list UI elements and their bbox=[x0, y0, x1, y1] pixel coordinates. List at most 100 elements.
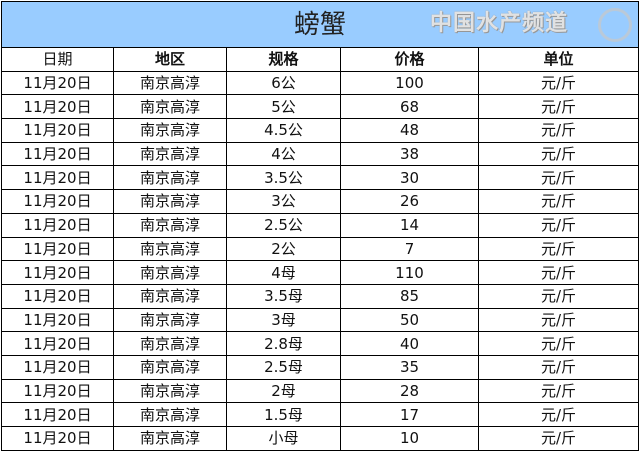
header-region: 地区 bbox=[113, 47, 227, 72]
table-row: 11月20日 南京高淳 3.5公 30 元/斤 bbox=[1, 165, 639, 191]
header-row: 日期 地区 规格 价格 单位 bbox=[1, 47, 639, 72]
cell-region: 南京高淳 bbox=[113, 283, 227, 309]
table-row: 11月20日 南京高淳 4母 110 元/斤 bbox=[1, 260, 639, 285]
cell-date: 11月20日 bbox=[1, 283, 114, 309]
cell-price: 26 bbox=[340, 189, 479, 214]
table-row: 11月20日 南京高淳 4.5公 48 元/斤 bbox=[1, 118, 639, 143]
table-row: 11月20日 南京高淳 2.8母 40 元/斤 bbox=[1, 331, 639, 356]
cell-unit: 元/斤 bbox=[477, 165, 639, 191]
cell-spec: 2.5母 bbox=[226, 354, 341, 380]
cell-region: 南京高淳 bbox=[113, 94, 227, 120]
cell-region: 南京高淳 bbox=[113, 354, 227, 380]
cell-price: 68 bbox=[340, 94, 479, 120]
cell-region: 南京高淳 bbox=[113, 402, 227, 427]
cell-region: 南京高淳 bbox=[113, 118, 227, 143]
cell-spec: 小母 bbox=[226, 426, 341, 451]
table-row: 11月20日 南京高淳 3.5母 85 元/斤 bbox=[1, 283, 639, 309]
cell-unit: 元/斤 bbox=[477, 94, 639, 120]
cell-date: 11月20日 bbox=[1, 402, 114, 427]
cell-date: 11月20日 bbox=[1, 212, 114, 238]
cell-unit: 元/斤 bbox=[477, 426, 639, 451]
header-date: 日期 bbox=[1, 47, 114, 72]
table-row: 11月20日 南京高淳 2公 7 元/斤 bbox=[1, 236, 639, 262]
cell-price: 85 bbox=[340, 283, 479, 309]
cell-price: 35 bbox=[340, 354, 479, 380]
cell-date: 11月20日 bbox=[1, 331, 114, 356]
cell-region: 南京高淳 bbox=[113, 165, 227, 191]
cell-spec: 4母 bbox=[226, 260, 341, 285]
cell-spec: 2.5公 bbox=[226, 212, 341, 238]
cell-price: 40 bbox=[340, 331, 479, 356]
cell-spec: 2公 bbox=[226, 236, 341, 262]
title-row: 螃蟹 bbox=[0, 1, 639, 48]
header-unit: 单位 bbox=[477, 47, 639, 72]
cell-price: 30 bbox=[340, 165, 479, 191]
cell-unit: 元/斤 bbox=[477, 189, 639, 214]
cell-unit: 元/斤 bbox=[477, 118, 639, 143]
cell-spec: 4.5公 bbox=[226, 118, 341, 143]
cell-price: 110 bbox=[340, 260, 479, 285]
table-row: 11月20日 南京高淳 小母 10 元/斤 bbox=[1, 426, 639, 451]
cell-price: 50 bbox=[340, 307, 479, 333]
table-row: 11月20日 南京高淳 5公 68 元/斤 bbox=[1, 94, 639, 120]
table-row: 11月20日 南京高淳 2母 28 元/斤 bbox=[1, 378, 639, 404]
cell-price: 38 bbox=[340, 141, 479, 167]
table-row: 11月20日 南京高淳 1.5母 17 元/斤 bbox=[1, 402, 639, 427]
cell-spec: 2母 bbox=[226, 378, 341, 404]
cell-unit: 元/斤 bbox=[477, 378, 639, 404]
cell-unit: 元/斤 bbox=[477, 331, 639, 356]
cell-date: 11月20日 bbox=[1, 426, 114, 451]
cell-region: 南京高淳 bbox=[113, 378, 227, 404]
cell-date: 11月20日 bbox=[1, 165, 114, 191]
cell-date: 11月20日 bbox=[1, 307, 114, 333]
cell-region: 南京高淳 bbox=[113, 426, 227, 451]
cell-price: 17 bbox=[340, 402, 479, 427]
cell-spec: 3公 bbox=[226, 189, 341, 214]
cell-spec: 5公 bbox=[226, 94, 341, 120]
cell-unit: 元/斤 bbox=[477, 236, 639, 262]
cell-region: 南京高淳 bbox=[113, 70, 227, 96]
cell-date: 11月20日 bbox=[1, 94, 114, 120]
cell-unit: 元/斤 bbox=[477, 402, 639, 427]
cell-unit: 元/斤 bbox=[477, 283, 639, 309]
table-row: 11月20日 南京高淳 2.5母 35 元/斤 bbox=[1, 354, 639, 380]
cell-date: 11月20日 bbox=[1, 354, 114, 380]
cell-price: 28 bbox=[340, 378, 479, 404]
cell-price: 14 bbox=[340, 212, 479, 238]
watermark-logo-icon bbox=[598, 8, 632, 42]
cell-spec: 3.5公 bbox=[226, 165, 341, 191]
header-spec: 规格 bbox=[226, 47, 341, 72]
cell-region: 南京高淳 bbox=[113, 212, 227, 238]
cell-unit: 元/斤 bbox=[477, 70, 639, 96]
cell-region: 南京高淳 bbox=[113, 260, 227, 285]
cell-spec: 2.8母 bbox=[226, 331, 341, 356]
cell-unit: 元/斤 bbox=[477, 212, 639, 238]
cell-region: 南京高淳 bbox=[113, 236, 227, 262]
cell-spec: 6公 bbox=[226, 70, 341, 96]
cell-region: 南京高淳 bbox=[113, 141, 227, 167]
cell-spec: 1.5母 bbox=[226, 402, 341, 427]
header-price: 价格 bbox=[340, 47, 479, 72]
cell-region: 南京高淳 bbox=[113, 331, 227, 356]
table-title: 螃蟹 bbox=[0, 1, 639, 48]
table-row: 11月20日 南京高淳 2.5公 14 元/斤 bbox=[1, 212, 639, 238]
cell-price: 7 bbox=[340, 236, 479, 262]
cell-date: 11月20日 bbox=[1, 118, 114, 143]
cell-date: 11月20日 bbox=[1, 378, 114, 404]
cell-date: 11月20日 bbox=[1, 189, 114, 214]
cell-spec: 4公 bbox=[226, 141, 341, 167]
cell-date: 11月20日 bbox=[1, 141, 114, 167]
cell-price: 48 bbox=[340, 118, 479, 143]
cell-region: 南京高淳 bbox=[113, 307, 227, 333]
cell-date: 11月20日 bbox=[1, 260, 114, 285]
cell-price: 10 bbox=[340, 426, 479, 451]
cell-spec: 3.5母 bbox=[226, 283, 341, 309]
cell-date: 11月20日 bbox=[1, 236, 114, 262]
table-row: 11月20日 南京高淳 4公 38 元/斤 bbox=[1, 141, 639, 167]
cell-price: 100 bbox=[340, 70, 479, 96]
cell-spec: 3母 bbox=[226, 307, 341, 333]
cell-unit: 元/斤 bbox=[477, 260, 639, 285]
cell-unit: 元/斤 bbox=[477, 307, 639, 333]
table-row: 11月20日 南京高淳 3公 26 元/斤 bbox=[1, 189, 639, 214]
